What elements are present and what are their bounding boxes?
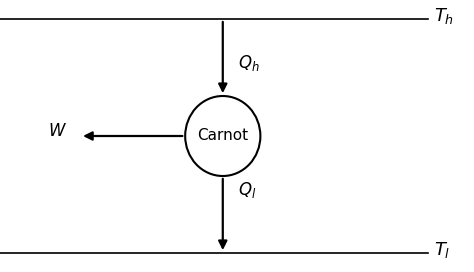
Text: $T_l$: $T_l$: [434, 240, 451, 260]
Text: $T_h$: $T_h$: [434, 6, 455, 26]
Text: $Q_h$: $Q_h$: [238, 52, 260, 73]
Text: $Q_l$: $Q_l$: [238, 180, 256, 200]
Text: Carnot: Carnot: [197, 128, 248, 144]
Text: $W$: $W$: [48, 122, 67, 140]
